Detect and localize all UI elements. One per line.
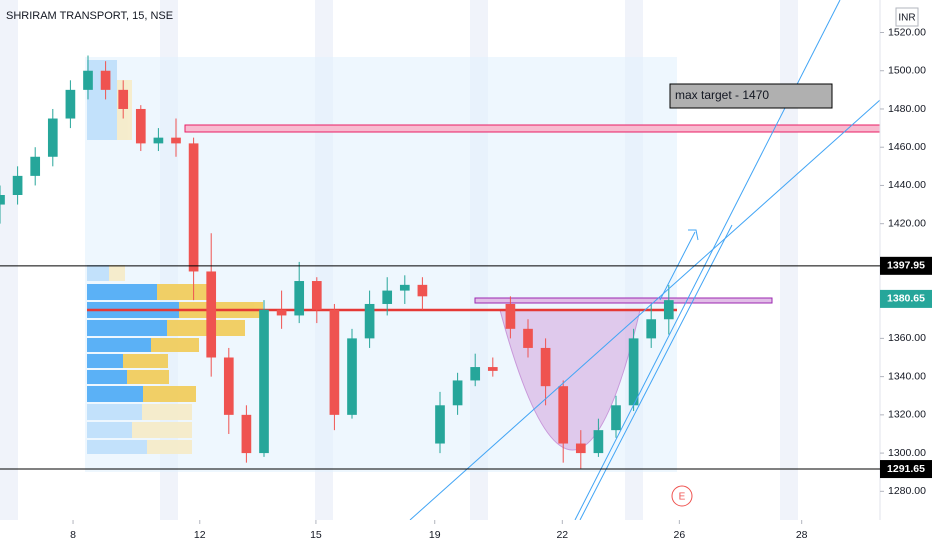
event-marker: E [679,492,686,503]
candle-body [663,300,674,320]
event-circle [671,485,693,507]
price-label-box [880,256,932,275]
candle-body [417,284,428,297]
annotation: max target - 1470 [675,88,769,102]
candle-body [575,443,586,454]
candle-body [241,414,252,454]
x-tick-label: 19 [429,529,441,541]
price-label-box [880,460,932,479]
candle-body [135,108,146,144]
candle-body [12,175,23,195]
candle-body [523,328,533,348]
x-tick-label: 22 [556,529,568,541]
time-axis [0,520,880,550]
candle-body [611,405,621,431]
candle-body [540,347,551,387]
y-tick-label: 1300.00 [888,447,926,459]
candle-body [452,380,463,406]
candle-body [382,290,393,304]
x-tick-label: 26 [674,529,686,541]
candle-body [0,195,5,205]
candle-body [628,338,639,406]
x-tick-label: 8 [70,529,76,541]
annotation-box [669,83,833,109]
neckline-band [474,297,773,304]
candle-body [118,89,129,109]
candle-body [259,309,269,454]
y-tick-label: 1360.00 [888,332,926,344]
candles [0,55,674,469]
price-label: 1291.65 [887,463,925,475]
y-tick-label: 1480.00 [888,103,926,115]
candle-body [593,430,604,454]
candle-body [171,137,181,144]
candle-body [153,137,164,144]
y-tick-label: 1320.00 [888,409,926,421]
y-tick-label: 1420.00 [888,217,926,229]
y-tick-label: 1520.00 [888,26,926,38]
candle-body [100,70,111,90]
y-tick-label: 1460.00 [888,141,926,153]
candle-body [329,309,340,415]
currency-box [895,7,919,27]
candle-body [487,367,498,371]
x-tick-label: 12 [194,529,206,541]
candle-body [188,143,199,272]
candle-body [223,357,234,415]
candle-body [646,319,657,339]
candle-body [435,405,445,444]
candle-body [347,338,357,415]
candle-body [311,281,322,310]
y-tick-label: 1440.00 [888,179,926,191]
candle-body [364,303,375,339]
candle-body [399,284,410,291]
price-label-box [880,289,932,308]
x-tick-label: 28 [796,529,808,541]
candle-body [558,386,569,444]
price-axis [880,0,932,550]
volume-profile [87,60,263,454]
y-tick-label: 1500.00 [888,65,926,77]
chart-title: SHRIRAM TRANSPORT, 15, NSE [6,10,173,22]
candle-body [206,271,217,358]
candle-body [65,89,76,119]
y-tick-label: 1340.00 [888,370,926,382]
price-label: 1397.95 [887,260,925,272]
x-tick-label: 15 [310,529,322,541]
candle-body [47,118,58,157]
candle-body [505,303,516,329]
candle-body [30,156,41,176]
candle-body [83,70,93,90]
candle-body [294,281,305,316]
price-label: 1380.65 [887,293,925,305]
currency: INR [898,13,915,24]
cup-pattern [499,309,641,451]
candle-body [276,309,287,316]
y-tick-label: 1280.00 [888,485,926,497]
candle-body [470,367,481,381]
